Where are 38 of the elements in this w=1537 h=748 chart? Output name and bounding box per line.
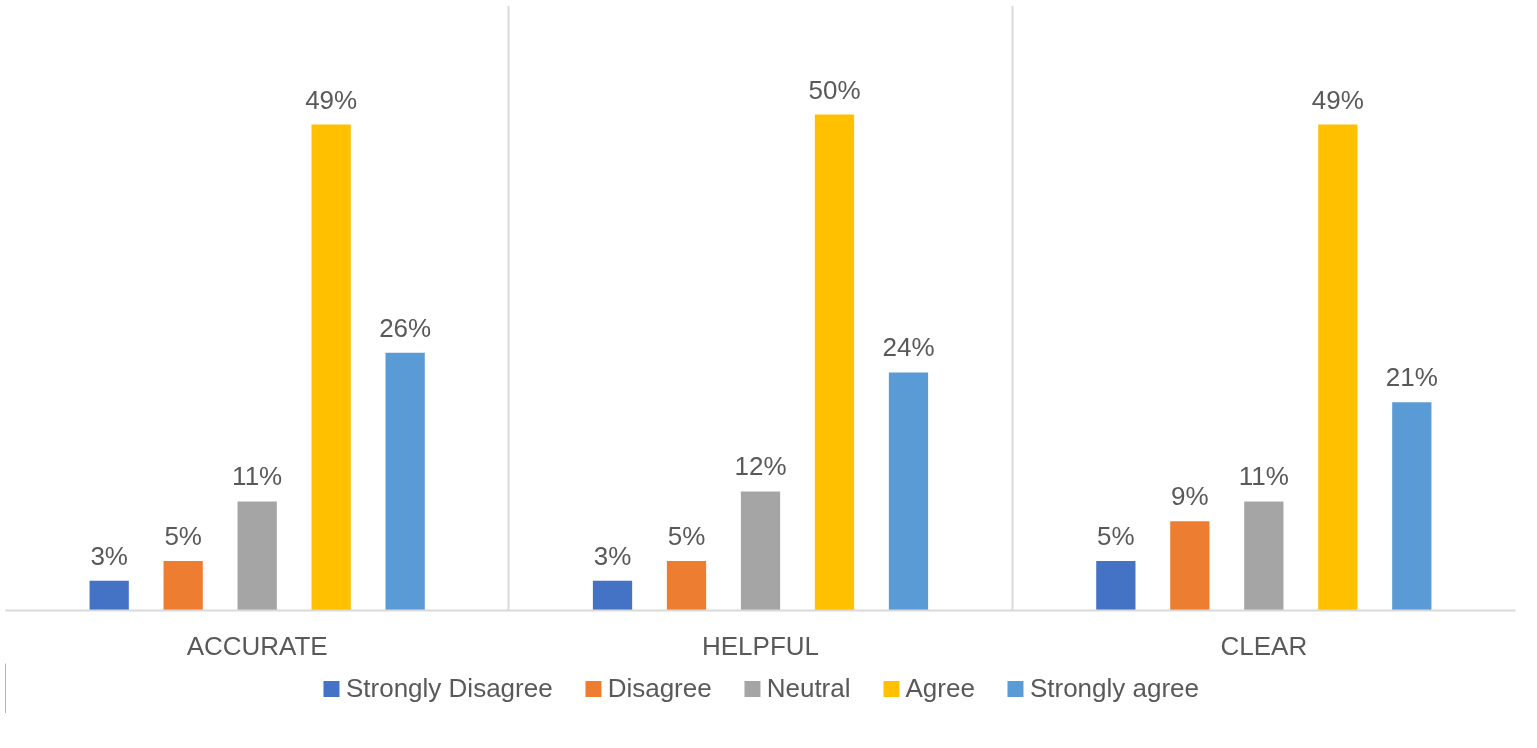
bar — [237, 501, 277, 611]
bar — [89, 580, 129, 611]
bar — [666, 560, 707, 611]
data-label: 5% — [164, 520, 202, 551]
data-label: 26% — [379, 312, 432, 343]
data-label: 3% — [90, 540, 128, 571]
bar — [1170, 521, 1210, 611]
data-label: 11% — [1238, 461, 1289, 492]
data-label: 5% — [667, 520, 706, 551]
bar — [1096, 560, 1136, 611]
data-label: 3% — [593, 540, 632, 571]
data-label: 21% — [1385, 362, 1438, 393]
legend-label: Strongly agree — [1029, 672, 1200, 704]
bar — [1318, 124, 1358, 611]
bar — [592, 580, 633, 611]
data-label: 24% — [882, 332, 935, 363]
legend-label: Neutral — [766, 672, 851, 704]
bar — [888, 372, 929, 611]
data-label: 49% — [305, 84, 358, 115]
legend-label: Agree — [905, 672, 975, 704]
data-label: 12% — [734, 451, 787, 482]
bar — [1392, 402, 1432, 611]
data-label: 11% — [232, 461, 283, 492]
x-tick-label: HELPFUL — [701, 630, 820, 661]
bar — [814, 114, 855, 611]
data-label: 9% — [1171, 481, 1209, 512]
bar — [311, 124, 351, 611]
data-label: 5% — [1097, 520, 1135, 551]
legend-label: Strongly Disagree — [345, 672, 553, 704]
x-tick-label: ACCURATE — [186, 630, 328, 661]
data-label: 50% — [808, 74, 861, 105]
bar — [163, 560, 203, 611]
bar — [1244, 501, 1284, 611]
bar — [740, 491, 781, 611]
bar — [385, 352, 425, 611]
legend-label: Disagree — [607, 672, 712, 704]
x-tick-label: CLEAR — [1220, 630, 1308, 661]
data-label: 49% — [1311, 84, 1364, 115]
